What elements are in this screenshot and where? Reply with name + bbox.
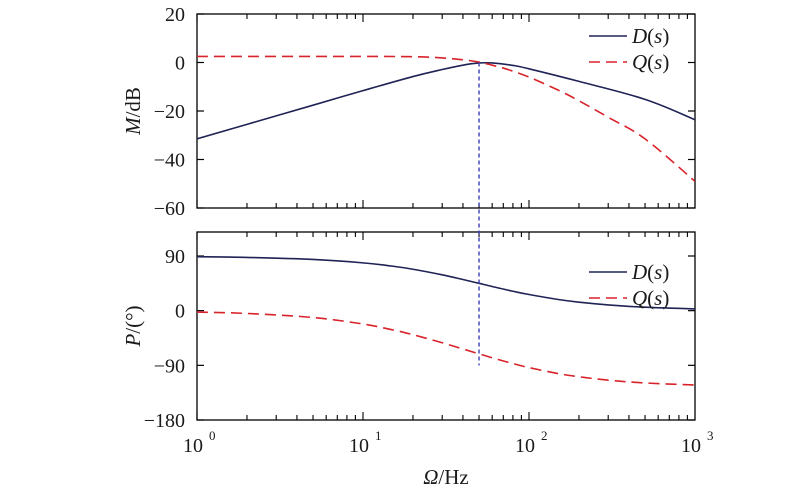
- x-tick-label: 10: [515, 435, 535, 457]
- phase-panel: 90 0 −90 −180 D(s)Q(s) P/(°): [121, 231, 696, 432]
- plot-frame: [196, 13, 696, 209]
- magnitude-panel: 20 0 −20 −40 −60 D(s)Q(s) M/dB: [121, 4, 696, 220]
- legend-label-D: D(s): [631, 260, 669, 284]
- y-tick-label: −60: [154, 198, 185, 220]
- series-line-Q: [197, 311, 695, 386]
- legend-label-Q: Q(s): [632, 50, 669, 74]
- y-tick-label: 20: [165, 4, 185, 26]
- x-tick-label: 10: [681, 435, 701, 457]
- y-tick-label: −90: [154, 355, 185, 377]
- y-tick-label: 90: [165, 246, 185, 268]
- y-axis-label: P/(°): [121, 305, 145, 347]
- y-tick-label: −20: [154, 101, 185, 123]
- y-tick-label: −180: [144, 410, 185, 432]
- y-tick-label: −40: [154, 150, 185, 172]
- series-line-D: [197, 255, 695, 310]
- y-tick-label: 0: [175, 301, 185, 323]
- y-tick-label: 0: [175, 53, 185, 75]
- x-tick-label: 10: [349, 435, 369, 457]
- x-tick-exponent: 1: [375, 428, 382, 443]
- plot-frame: [196, 231, 696, 421]
- x-tick-exponent: 2: [541, 428, 548, 443]
- x-tick-exponent: 0: [209, 428, 216, 443]
- series-line-Q: [197, 55, 695, 182]
- series-line-D: [197, 61, 695, 140]
- x-tick-exponent: 3: [707, 428, 714, 443]
- legend-label-D: D(s): [631, 24, 669, 48]
- y-axis-label: M/dB: [121, 87, 145, 136]
- x-axis-label: Ω/Hz: [423, 465, 469, 489]
- x-tick-label: 10: [183, 435, 203, 457]
- legend-label-Q: Q(s): [632, 286, 669, 310]
